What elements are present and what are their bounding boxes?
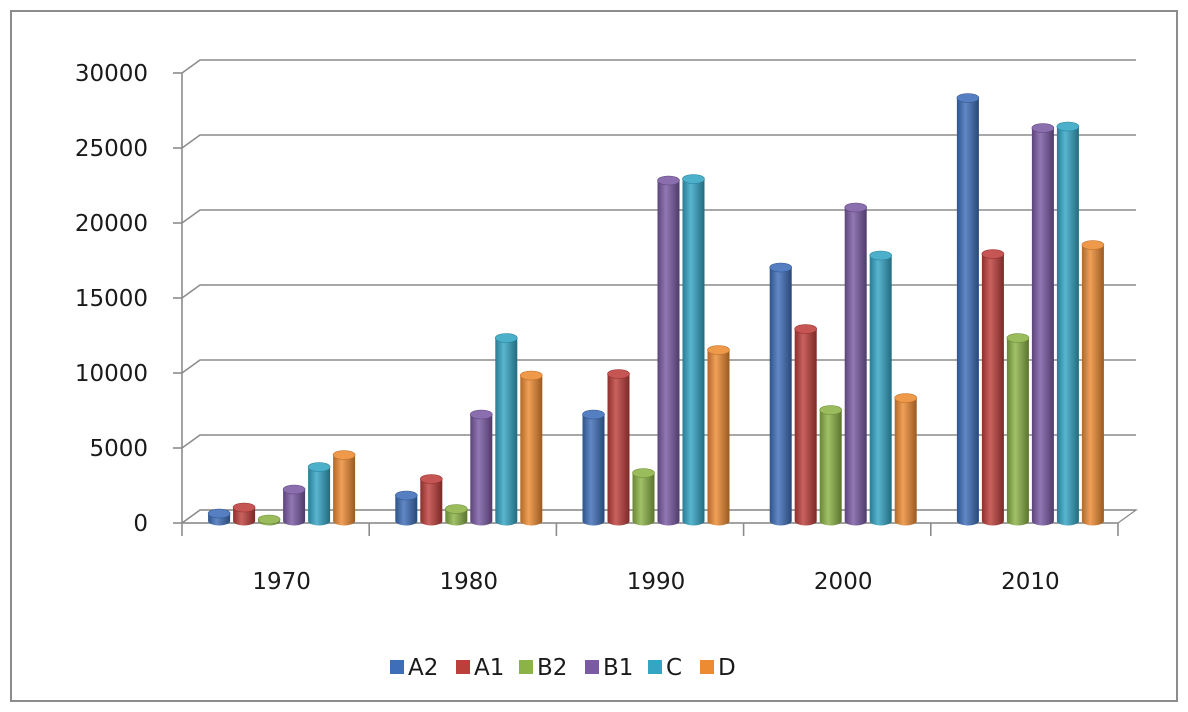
legend-label: A1 (474, 655, 504, 681)
legend-swatch (648, 660, 662, 674)
y-tick-labels: 0 5000 10000 15000 20000 25000 30000 (75, 61, 148, 537)
bar-c-1970 (307, 462, 331, 526)
legend-label: C (666, 655, 682, 681)
y-tick-label: 30000 (75, 61, 148, 87)
legend-label: A2 (408, 655, 438, 681)
bar-a1-1980 (419, 474, 443, 526)
bar-b1-2000 (844, 202, 868, 526)
x-tick-label: 1970 (252, 569, 311, 595)
legend-item-d: D (700, 655, 736, 681)
y-tick-label: 20000 (75, 211, 148, 237)
bar-c-2000 (869, 250, 893, 526)
legend-swatch (585, 660, 599, 674)
x-tick-labels: 1970 1980 1990 2000 2010 (252, 569, 1059, 595)
legend-label: B1 (603, 655, 633, 681)
bar-b2-2010 (1006, 333, 1030, 526)
legend-swatch (700, 660, 714, 674)
bar-a2-1980 (394, 490, 418, 526)
legend-item-b2: B2 (519, 655, 567, 681)
legend-item-b1: B1 (585, 655, 633, 681)
x-tick-label: 1980 (440, 569, 499, 595)
bars (207, 93, 1105, 526)
bar-d-1970 (332, 450, 356, 526)
bar-b2-1980 (444, 504, 468, 526)
bar-b1-1970 (282, 484, 306, 526)
x-tick-label: 1990 (627, 569, 686, 595)
legend-label: B2 (537, 655, 567, 681)
y-tick-label: 25000 (75, 136, 148, 162)
gridline (181, 59, 1136, 74)
bar-a1-1990 (607, 369, 630, 526)
x-tick-label: 2000 (814, 569, 873, 595)
bar-b2-1990 (632, 468, 655, 526)
gridline (181, 209, 1136, 224)
legend-label: D (718, 655, 736, 681)
bar-b1-1980 (469, 409, 493, 526)
bar-b1-1990 (657, 175, 680, 526)
legend-swatch (519, 660, 533, 674)
bar-a1-2000 (794, 324, 818, 526)
bar-b1-2010 (1031, 123, 1055, 526)
bar-d-2010 (1081, 240, 1105, 526)
y-tick-label: 0 (133, 511, 148, 537)
legend-swatch (456, 660, 470, 674)
bar-a2-2000 (769, 262, 793, 526)
bar-d-1980 (519, 370, 543, 526)
legend: A2 A1 B2 B1 C D (390, 655, 736, 681)
legend-item-a2: A2 (390, 655, 438, 681)
bar-d-1990 (707, 345, 730, 526)
bar-c-2010 (1056, 121, 1080, 526)
legend-item-a1: A1 (456, 655, 504, 681)
legend-swatch (390, 660, 404, 674)
y-tick-label: 10000 (75, 361, 148, 387)
y-tick-label: 15000 (75, 286, 148, 312)
bar-a1-2010 (981, 249, 1005, 526)
gridline (181, 359, 1136, 374)
bar-d-2000 (894, 393, 918, 526)
legend-item-c: C (648, 655, 682, 681)
bar-a2-1970 (207, 508, 231, 526)
bar-a2-1990 (582, 409, 605, 526)
bar-b2-1970 (257, 514, 281, 526)
bar-a2-2010 (956, 93, 980, 526)
bar-c-1980 (494, 333, 518, 526)
x-tick-label: 2010 (1001, 569, 1060, 595)
gridline (181, 134, 1136, 149)
bar-c-1990 (682, 174, 705, 526)
y-tick-label: 5000 (89, 436, 148, 462)
bar-b2-2000 (819, 405, 843, 526)
gridline (181, 284, 1136, 299)
gridlines (181, 59, 1136, 524)
bar-a1-1970 (232, 502, 256, 526)
